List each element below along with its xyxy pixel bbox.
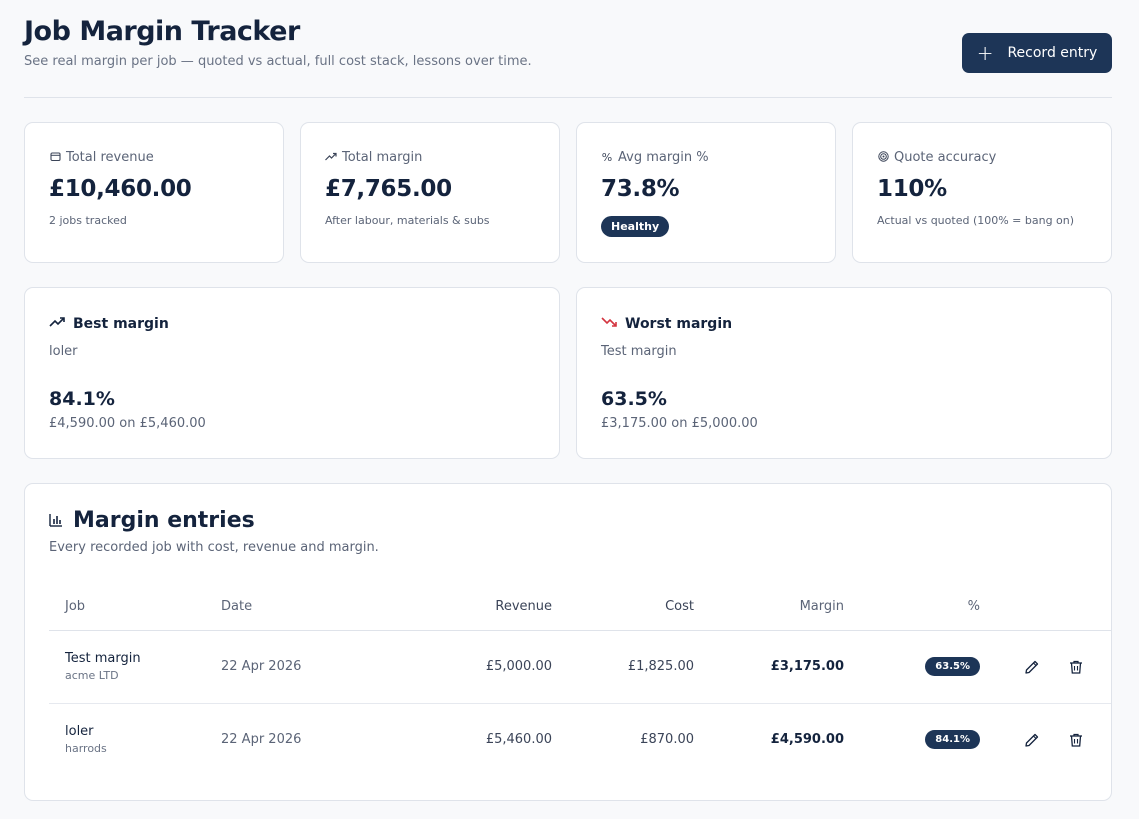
- avg-margin-value: 73.8%: [601, 176, 680, 202]
- avg-margin-card: % Avg margin % 73.8% Healthy: [576, 122, 836, 263]
- page-header: Job Margin Tracker See real margin per j…: [24, 14, 1112, 98]
- trending-up-icon: [325, 151, 337, 164]
- bar-chart-icon: [49, 508, 63, 533]
- table-row: loler harrods 22 Apr 2026 £5,460.00 £870…: [49, 703, 1111, 776]
- entry-date: 22 Apr 2026: [221, 732, 302, 748]
- worst-margin-card: Worst margin Test margin 63.5% £3,175.00…: [576, 287, 1112, 459]
- best-margin-detail: £4,590.00 on £5,460.00: [49, 416, 206, 431]
- page-title: Job Margin Tracker: [24, 16, 300, 47]
- job-client: acme LTD: [65, 669, 119, 682]
- quote-accuracy-note: Actual vs quoted (100% = bang on): [877, 214, 1075, 227]
- trash-icon[interactable]: [1068, 732, 1084, 748]
- target-icon: [877, 150, 889, 165]
- table-header-row: Job Date Revenue Cost Margin %: [49, 584, 1111, 631]
- margin-entries-subtitle: Every recorded job with cost, revenue an…: [49, 540, 379, 555]
- margin-entries-title: Margin entries: [73, 508, 255, 533]
- entry-revenue: £5,460.00: [485, 732, 552, 748]
- total-revenue-note: 2 jobs tracked: [49, 214, 127, 227]
- record-entry-label: Record entry: [1007, 45, 1098, 61]
- column-date: Date: [221, 584, 361, 631]
- record-entry-button[interactable]: + Record entry: [962, 33, 1112, 73]
- total-revenue-card: Total revenue £10,460.00 2 jobs tracked: [24, 122, 284, 263]
- entry-margin: £3,175.00: [694, 630, 844, 704]
- worst-margin-detail: £3,175.00 on £5,000.00: [601, 416, 758, 431]
- avg-margin-label: Avg margin %: [618, 150, 709, 165]
- entry-cost: £870.00: [640, 732, 694, 748]
- healthy-badge: Healthy: [601, 216, 670, 237]
- column-revenue: Revenue: [361, 584, 552, 631]
- worst-margin-title: Worst margin: [625, 316, 733, 332]
- worst-margin-pct: 63.5%: [601, 388, 667, 410]
- entries-table: Job Date Revenue Cost Margin % Test marg…: [49, 584, 1111, 776]
- margin-entries-card: Margin entries Every recorded job with c…: [24, 483, 1112, 801]
- trash-icon[interactable]: [1068, 659, 1084, 675]
- edit-icon[interactable]: [1024, 732, 1040, 748]
- total-revenue-value: £10,460.00: [49, 176, 192, 202]
- table-row: Test margin acme LTD 22 Apr 2026 £5,000.…: [49, 630, 1111, 704]
- job-name: loler: [65, 724, 94, 740]
- job-client: harrods: [65, 742, 107, 756]
- best-margin-card: Best margin loler 84.1% £4,590.00 on £5,…: [24, 287, 560, 459]
- trending-down-icon: [601, 316, 617, 332]
- wallet-icon: [49, 151, 61, 165]
- worst-margin-job: Test margin: [601, 344, 677, 359]
- column-pct: %: [844, 584, 980, 631]
- quote-accuracy-label: Quote accuracy: [894, 150, 997, 165]
- plus-icon: +: [976, 41, 994, 65]
- column-cost: Cost: [552, 584, 694, 631]
- entry-revenue: £5,000.00: [361, 630, 552, 704]
- column-job: Job: [49, 584, 221, 631]
- margin-pct-badge: 63.5%: [925, 657, 980, 676]
- best-margin-job: loler: [49, 344, 78, 359]
- percent-icon: %: [601, 151, 613, 164]
- trending-up-icon: [49, 316, 65, 332]
- column-margin: Margin: [694, 584, 844, 631]
- entry-cost: £1,825.00: [552, 630, 694, 704]
- total-revenue-label: Total revenue: [66, 150, 154, 165]
- page-subtitle: See real margin per job — quoted vs actu…: [24, 54, 532, 69]
- total-margin-note: After labour, materials & subs: [325, 214, 490, 227]
- total-margin-card: Total margin £7,765.00 After labour, mat…: [300, 122, 560, 263]
- best-margin-title: Best margin: [73, 316, 169, 332]
- job-name: Test margin: [65, 651, 141, 666]
- entry-date: 22 Apr 2026: [221, 630, 361, 704]
- margin-pct-badge: 84.1%: [925, 730, 980, 750]
- best-margin-pct: 84.1%: [49, 388, 115, 410]
- quote-accuracy-card: Quote accuracy 110% Actual vs quoted (10…: [852, 122, 1112, 263]
- total-margin-label: Total margin: [342, 150, 423, 165]
- edit-icon[interactable]: [1024, 659, 1040, 675]
- total-margin-value: £7,765.00: [325, 176, 452, 202]
- quote-accuracy-value: 110%: [877, 176, 947, 202]
- entry-margin: £4,590.00: [770, 732, 844, 748]
